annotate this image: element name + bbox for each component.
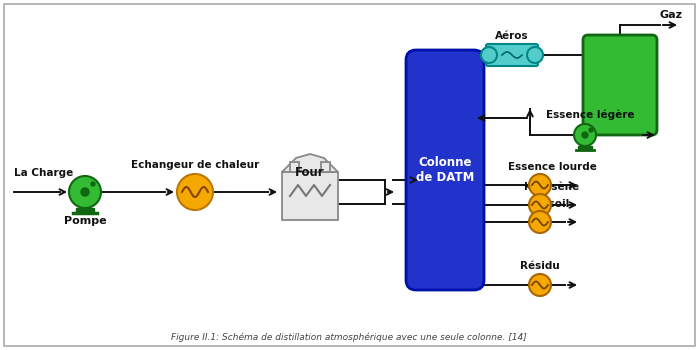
Circle shape xyxy=(582,132,588,138)
Circle shape xyxy=(481,47,497,63)
Text: Essence légère: Essence légère xyxy=(546,110,634,120)
Circle shape xyxy=(589,128,593,132)
FancyBboxPatch shape xyxy=(583,35,657,135)
Text: Aéros: Aéros xyxy=(495,31,529,41)
Bar xyxy=(282,172,338,220)
Circle shape xyxy=(529,194,551,216)
Text: Colonne
de DATM: Colonne de DATM xyxy=(416,156,474,184)
Text: Kérosène: Kérosène xyxy=(524,182,579,192)
Circle shape xyxy=(574,124,596,146)
Bar xyxy=(578,146,592,150)
Text: Essence lourde: Essence lourde xyxy=(507,162,596,172)
Circle shape xyxy=(527,47,543,63)
Circle shape xyxy=(177,174,213,210)
Circle shape xyxy=(81,188,89,196)
FancyBboxPatch shape xyxy=(406,50,484,290)
Bar xyxy=(76,208,94,213)
Circle shape xyxy=(529,174,551,196)
Text: Four: Four xyxy=(295,166,325,178)
Circle shape xyxy=(69,176,101,208)
Circle shape xyxy=(529,211,551,233)
Text: Gasoil: Gasoil xyxy=(534,199,570,209)
FancyBboxPatch shape xyxy=(486,44,538,66)
Circle shape xyxy=(529,274,551,296)
Text: Echangeur de chaleur: Echangeur de chaleur xyxy=(131,160,259,170)
Text: La Charge: La Charge xyxy=(14,168,73,178)
Text: Gaz: Gaz xyxy=(659,10,682,20)
Text: Pompe: Pompe xyxy=(64,216,106,226)
Polygon shape xyxy=(282,154,338,172)
Bar xyxy=(321,162,330,172)
Text: Figure II.1: Schéma de distillation atmosphérique avec une seule colonne. [14]: Figure II.1: Schéma de distillation atmo… xyxy=(171,332,527,342)
Circle shape xyxy=(91,182,95,186)
Bar xyxy=(290,162,299,172)
Text: Résidu: Résidu xyxy=(520,261,560,271)
